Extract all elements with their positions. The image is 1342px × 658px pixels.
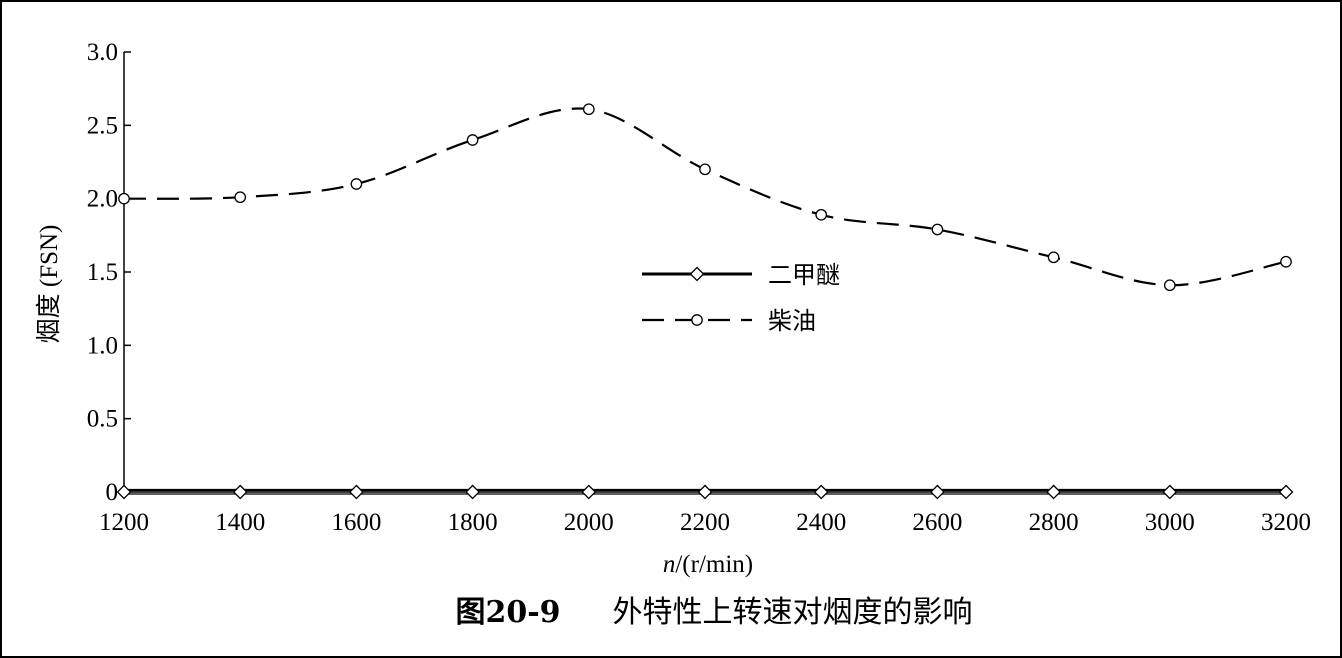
y-axis-title: 烟度 (FSN): [35, 225, 63, 344]
x-tick-label: 1200: [99, 509, 149, 536]
x-tick-label: 3200: [1261, 509, 1311, 536]
data-point: [581, 484, 597, 500]
data-point: [116, 484, 132, 500]
data-point: [465, 484, 481, 500]
y-tick-label: 1.5: [87, 259, 118, 286]
data-point: [234, 191, 247, 204]
data-point: [1280, 255, 1292, 268]
y-ticks: 0 0.5 1.0 1.5 2.0 2.5 3.0: [87, 39, 131, 506]
x-tick-label: 2000: [564, 509, 614, 536]
legend-label: 柴油: [768, 307, 816, 335]
x-axis-unit: /(r/min): [675, 551, 753, 578]
x-tick-label: 2200: [680, 509, 730, 536]
data-point: [232, 484, 248, 500]
x-tick-label: 3000: [1145, 509, 1195, 536]
axes: [123, 52, 1286, 493]
x-tick-label: 1400: [215, 509, 265, 536]
y-tick-label: 3.0: [87, 39, 118, 66]
data-point: [699, 163, 711, 176]
legend-label: 二甲醚: [768, 261, 840, 289]
data-point: [931, 223, 944, 236]
y-tick-label: 0: [106, 479, 119, 506]
y-tick-label: 1.0: [87, 332, 118, 359]
series-layer: [116, 103, 1294, 500]
x-ticks: 1200 1400 1600 1800 2000 2200 2400 2600 2800 3000…: [99, 485, 1311, 536]
data-point: [813, 484, 829, 500]
series-diesel: [118, 103, 1292, 292]
x-tick-label: 2400: [796, 509, 846, 536]
x-axis-title: n/(r/min): [663, 551, 753, 578]
data-point: [1278, 484, 1294, 500]
series-dme: [116, 484, 1294, 500]
data-point: [929, 484, 945, 500]
data-point: [697, 484, 713, 500]
data-point: [348, 484, 364, 500]
x-tick-label: 2600: [912, 509, 962, 536]
series-line: [123, 107, 1287, 287]
y-tick-label: 2.5: [87, 112, 118, 139]
legend-marker: [691, 314, 703, 326]
data-point: [582, 103, 595, 116]
y-tick-label: 0.5: [87, 406, 118, 433]
figure-caption: 图20-9 外特性上转速对烟度的影响: [455, 595, 972, 630]
data-point: [1162, 484, 1178, 500]
data-point: [118, 192, 130, 205]
data-point: [1163, 279, 1176, 292]
x-tick-label: 1800: [448, 509, 498, 536]
data-point: [1046, 484, 1062, 500]
x-axis-var: n: [663, 551, 676, 578]
data-point: [1047, 251, 1060, 264]
legend-marker: [689, 266, 705, 282]
data-point: [350, 178, 363, 190]
x-tick-label: 1600: [331, 509, 381, 536]
y-tick-label: 2.0: [87, 186, 118, 213]
data-point: [815, 208, 828, 221]
data-point: [466, 134, 479, 146]
caption-text: 外特性上转速对烟度的影响: [613, 595, 973, 630]
x-tick-label: 2800: [1029, 509, 1079, 536]
caption-number: 图20-9: [455, 595, 560, 630]
